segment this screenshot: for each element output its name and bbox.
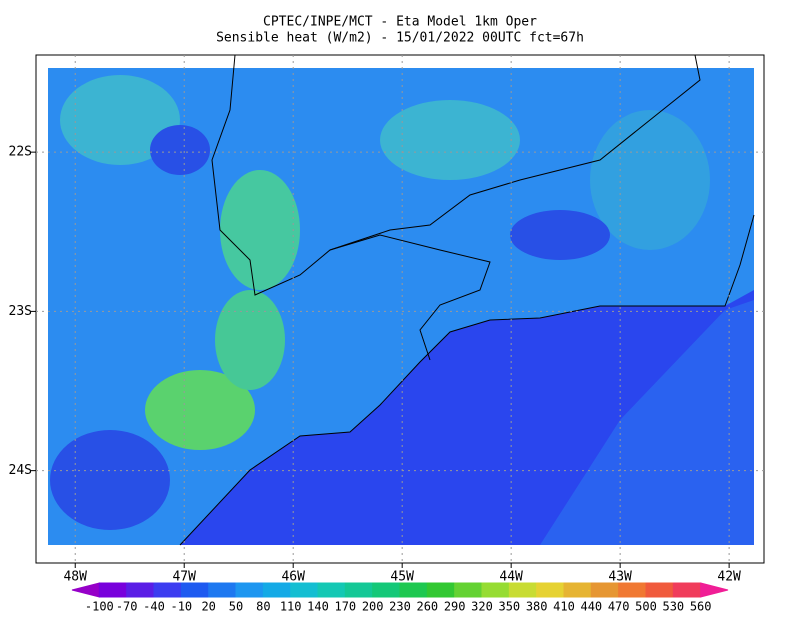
colorbar-label: 290 xyxy=(444,600,466,614)
y-tick-label: 24S xyxy=(9,463,32,478)
y-tick-label: 23S xyxy=(9,304,32,319)
colorbar-label: 350 xyxy=(498,600,520,614)
field-patch xyxy=(510,210,610,260)
colorbar-swatch xyxy=(98,582,128,598)
colorbar-label: -40 xyxy=(143,600,165,614)
colorbar-swatch xyxy=(344,582,374,598)
colorbar-swatch xyxy=(180,582,210,598)
colorbar-swatch xyxy=(426,582,456,598)
subtitle: Sensible heat (W/m2) - 15/01/2022 00UTC … xyxy=(216,31,584,46)
colorbar-label: 440 xyxy=(580,600,602,614)
colorbar-swatch xyxy=(481,582,510,598)
colorbar-swatch xyxy=(618,582,647,598)
x-tick-label: 48W xyxy=(63,570,87,585)
field-patch xyxy=(220,170,300,290)
colorbar-label: -70 xyxy=(116,600,138,614)
colorbar-swatch xyxy=(290,582,319,598)
colorbar-swatch xyxy=(672,582,702,598)
x-tick-label: 43W xyxy=(608,570,632,585)
x-tick-label: 46W xyxy=(281,570,305,585)
colorbar-label: 320 xyxy=(471,600,493,614)
state-border xyxy=(211,54,701,296)
colorbar-swatch xyxy=(235,582,264,598)
colorbar-label: 170 xyxy=(334,600,356,614)
colorbar-label: 20 xyxy=(201,600,215,614)
colorbar-swatch xyxy=(454,582,483,598)
colorbar-label: 470 xyxy=(608,600,630,614)
field-patch xyxy=(60,75,180,165)
colorbar-label: 230 xyxy=(389,600,411,614)
title: CPTEC/INPE/MCT - Eta Model 1km Oper xyxy=(263,15,537,30)
field-patch xyxy=(380,100,520,180)
colorbar-swatch xyxy=(645,582,674,598)
colorbar-swatch xyxy=(153,582,182,598)
boundaries xyxy=(179,54,755,546)
x-tick-label: 42W xyxy=(717,570,741,585)
colorbar-swatch xyxy=(536,582,565,598)
colorbar-label: 80 xyxy=(256,600,270,614)
colorbar-label: 560 xyxy=(690,600,712,614)
colorbar-label: -10 xyxy=(170,600,192,614)
colorbar-label: 50 xyxy=(229,600,243,614)
colorbar-swatch xyxy=(372,582,401,598)
colorbar-label: 260 xyxy=(416,600,438,614)
field-patch xyxy=(145,370,255,450)
colorbar-label: 140 xyxy=(307,600,329,614)
field-patch xyxy=(150,125,210,175)
field-patch xyxy=(215,290,285,390)
y-tick-label: 22S xyxy=(9,145,32,160)
colorbar-swatch xyxy=(399,582,428,598)
colorbar-swatch xyxy=(208,582,237,598)
x-tick-label: 44W xyxy=(499,570,523,585)
colorbar-swatch xyxy=(71,582,100,598)
colorbar-label: 530 xyxy=(662,600,684,614)
colorbar-swatch xyxy=(126,582,155,598)
colorbar-label: 410 xyxy=(553,600,575,614)
field-patch xyxy=(50,430,170,530)
colorbar-label: 110 xyxy=(280,600,302,614)
colorbar-label: 200 xyxy=(362,600,384,614)
colorbar-label: -100 xyxy=(85,600,114,614)
colorbar-swatch xyxy=(563,582,592,598)
colorbar-swatch xyxy=(700,582,729,598)
plot-frame xyxy=(35,54,765,564)
state-border xyxy=(329,234,491,361)
colorbar-swatch xyxy=(317,582,346,598)
ocean-field xyxy=(540,300,754,545)
colorbar-swatch xyxy=(590,582,620,598)
x-tick-label: 47W xyxy=(172,570,196,585)
colorbar-swatch xyxy=(508,582,538,598)
coastline xyxy=(179,214,755,546)
colorbar-label: 500 xyxy=(635,600,657,614)
x-tick-label: 45W xyxy=(390,570,414,585)
colorbar-label: 380 xyxy=(526,600,548,614)
colorbar-swatch xyxy=(262,582,292,598)
